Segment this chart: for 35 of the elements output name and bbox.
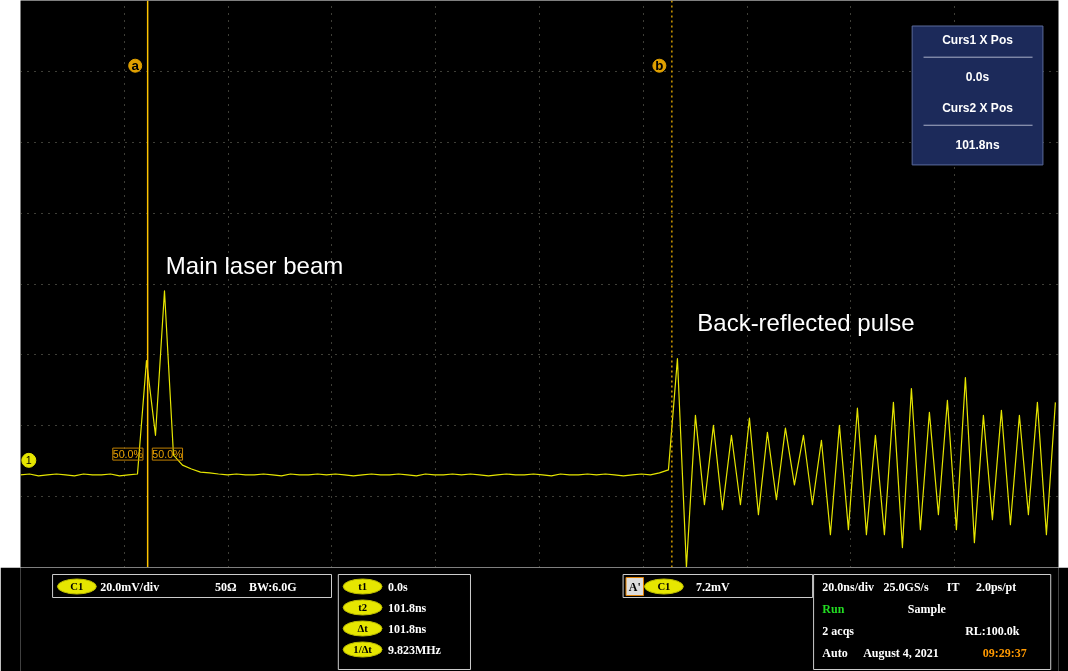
text: Sample [907, 601, 947, 616]
text: 2 acqs [822, 623, 855, 638]
text: 1/Δt [353, 644, 373, 655]
text: A' [628, 579, 641, 594]
text: 2.0ps/pt [975, 579, 1017, 594]
text: RL:100.0k [965, 623, 1020, 638]
text: 20.0ns/div [822, 579, 875, 594]
text: C1 [70, 581, 84, 592]
text: 20.0mV/div [100, 579, 160, 594]
text: BW:6.0G [248, 579, 297, 594]
text: Auto [822, 645, 848, 660]
text: t2 [358, 602, 368, 613]
text: 101.8ns [387, 600, 427, 615]
text: 09:29:37 [982, 645, 1027, 660]
annotation: Back-reflected pulse [697, 309, 915, 337]
text: t1 [358, 581, 368, 592]
text: C1 [657, 581, 671, 592]
text: August 4, 2021 [863, 645, 939, 660]
text: IT [946, 579, 960, 594]
text: 101.8ns [955, 138, 1000, 153]
text: Δt [357, 623, 369, 634]
text: 50Ω [214, 579, 237, 594]
text: 0.0s [965, 70, 990, 85]
text: Curs1 X Pos [942, 33, 1014, 48]
text: 7.2mV [695, 579, 730, 594]
text: 9.823MHz [387, 642, 442, 657]
text: Main laser beam [165, 251, 344, 279]
text: a [131, 58, 140, 74]
text: 0.0s [387, 579, 408, 594]
text: 101.8ns [387, 621, 427, 636]
text: Run [822, 601, 845, 616]
text: b [655, 58, 664, 74]
text: Curs2 X Pos [942, 101, 1014, 116]
annotation: 1 [25, 454, 32, 467]
text: 25.0GS/s [883, 579, 929, 594]
